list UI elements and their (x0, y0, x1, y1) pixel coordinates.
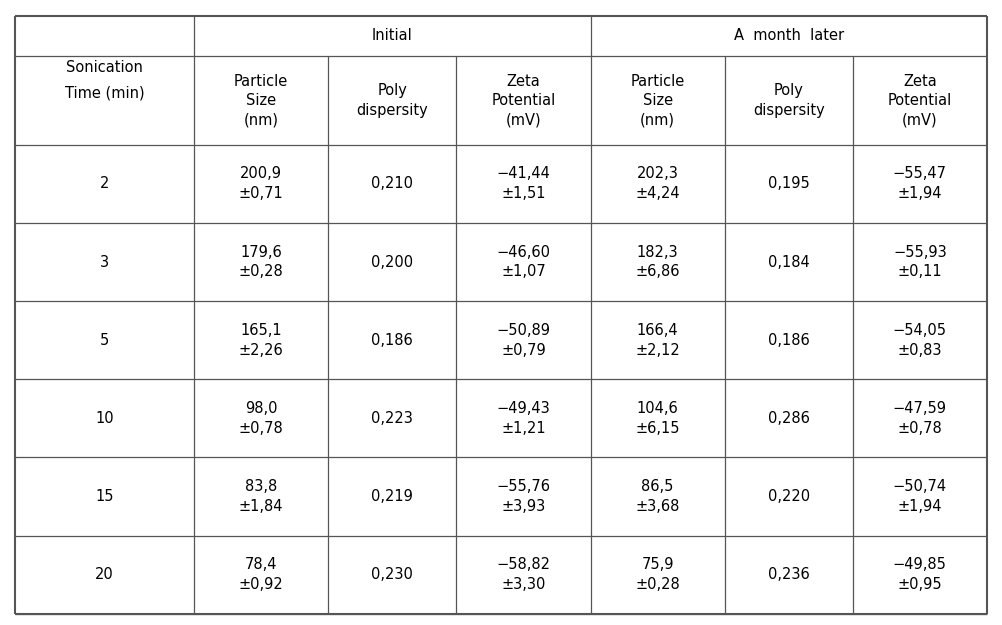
Text: 3: 3 (100, 254, 109, 269)
Text: −55,76
±3,93: −55,76 ±3,93 (496, 479, 550, 514)
Text: 0,195: 0,195 (768, 176, 810, 191)
Text: −55,47
±1,94: −55,47 ±1,94 (893, 166, 947, 201)
Text: 0,210: 0,210 (372, 176, 413, 191)
Text: −47,59
±0,78: −47,59 ±0,78 (893, 401, 947, 436)
Text: 15: 15 (95, 489, 114, 504)
Text: −55,93
±0,11: −55,93 ±0,11 (893, 244, 947, 279)
Text: Particle
Size
(nm): Particle Size (nm) (234, 74, 289, 128)
Text: 165,1
±2,26: 165,1 ±2,26 (238, 322, 284, 357)
Text: 0,286: 0,286 (768, 411, 810, 426)
Text: 10: 10 (95, 411, 114, 426)
Text: −46,60
±1,07: −46,60 ±1,07 (496, 244, 550, 279)
Text: −54,05
±0,83: −54,05 ±0,83 (893, 322, 947, 357)
Text: 98,0
±0,78: 98,0 ±0,78 (238, 401, 284, 436)
Text: 20: 20 (95, 567, 114, 582)
Text: Zeta
Potential
(mV): Zeta Potential (mV) (491, 74, 555, 128)
Text: 166,4
±2,12: 166,4 ±2,12 (635, 322, 680, 357)
Text: 86,5
±3,68: 86,5 ±3,68 (635, 479, 679, 514)
Text: −50,74
±1,94: −50,74 ±1,94 (893, 479, 947, 514)
Text: Zeta
Potential
(mV): Zeta Potential (mV) (888, 74, 952, 128)
Text: −50,89
±0,79: −50,89 ±0,79 (496, 322, 550, 357)
Text: 104,6
±6,15: 104,6 ±6,15 (635, 401, 680, 436)
Text: Sonication
Time (min): Sonication Time (min) (65, 61, 144, 100)
Text: −49,85
±0,95: −49,85 ±0,95 (893, 558, 947, 592)
Text: 182,3
±6,86: 182,3 ±6,86 (635, 244, 680, 279)
Text: 200,9
±0,71: 200,9 ±0,71 (238, 166, 284, 201)
Text: 202,3
±4,24: 202,3 ±4,24 (635, 166, 680, 201)
Text: Poly
dispersity: Poly dispersity (357, 84, 428, 118)
Text: 5: 5 (100, 332, 109, 348)
Text: 0,186: 0,186 (372, 332, 413, 348)
Text: −41,44
±1,51: −41,44 ±1,51 (496, 166, 550, 201)
Text: 0,184: 0,184 (768, 254, 810, 269)
Text: Initial: Initial (372, 29, 413, 44)
Text: 0,230: 0,230 (372, 567, 413, 582)
Text: 83,8
±1,84: 83,8 ±1,84 (238, 479, 284, 514)
Text: 0,236: 0,236 (768, 567, 810, 582)
Text: 179,6
±0,28: 179,6 ±0,28 (238, 244, 284, 279)
Text: 78,4
±0,92: 78,4 ±0,92 (238, 558, 284, 592)
Text: 0,223: 0,223 (372, 411, 413, 426)
Text: 2: 2 (100, 176, 109, 191)
Text: 0,186: 0,186 (768, 332, 810, 348)
Text: 0,200: 0,200 (371, 254, 414, 269)
Text: A  month  later: A month later (733, 29, 844, 44)
Text: 0,220: 0,220 (768, 489, 810, 504)
Text: −58,82
±3,30: −58,82 ±3,30 (496, 558, 550, 592)
Text: Particle
Size
(nm): Particle Size (nm) (630, 74, 684, 128)
Text: Poly
dispersity: Poly dispersity (753, 84, 825, 118)
Text: 75,9
±0,28: 75,9 ±0,28 (635, 558, 680, 592)
Text: 0,219: 0,219 (372, 489, 413, 504)
Text: −49,43
±1,21: −49,43 ±1,21 (497, 401, 550, 436)
